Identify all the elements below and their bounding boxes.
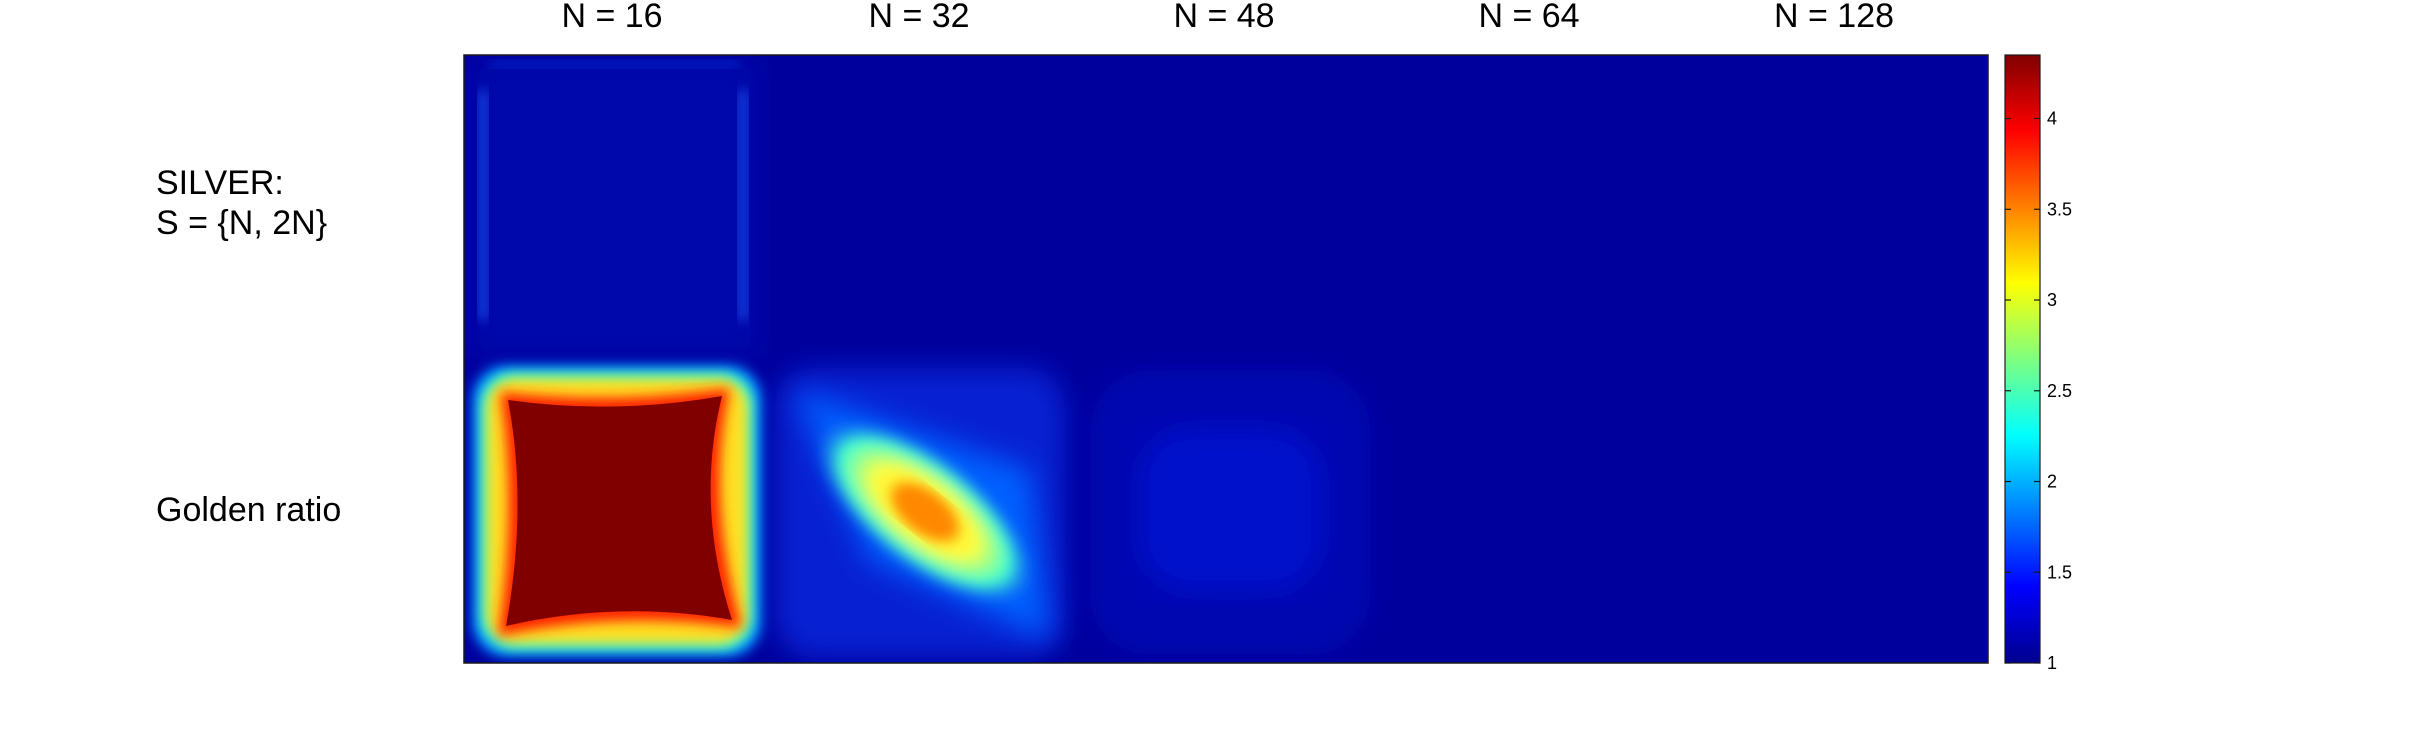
colorbar-tick-label: 2: [2047, 472, 2057, 492]
colorbar-tick-label: 4: [2047, 109, 2057, 129]
colorbar-tick-label: 1: [2047, 653, 2057, 673]
colorbar-tick-label: 3: [2047, 290, 2057, 310]
column-header: N = 32: [868, 0, 969, 35]
row-label-line: SILVER:: [156, 164, 284, 202]
column-header: N = 16: [561, 0, 662, 35]
colorbar-tick-label: 1.5: [2047, 562, 2072, 582]
colorbar-tick-label: 2.5: [2047, 381, 2072, 401]
column-header: N = 128: [1774, 0, 1894, 35]
colorbar: 1 1.5 2 2.5 3 3.5 4: [2004, 54, 2072, 673]
heatmap-cell-golden-n32: [775, 368, 1065, 658]
column-headers: N = 16 N = 32 N = 48 N = 64 N = 128: [561, 0, 1894, 35]
row-label: Golden ratio: [156, 490, 341, 530]
colorbar-ticks: 1 1.5 2 2.5 3 3.5 4: [2005, 109, 2072, 673]
colorbar-tick-label: 3.5: [2047, 199, 2072, 219]
row-label-line: S = {N, 2N}: [156, 204, 328, 242]
plot-border: [463, 54, 1989, 664]
heatmap-cell-golden-n48: [1090, 370, 1370, 655]
colorbar-gradient: [2004, 54, 2041, 664]
row-label-line: Golden ratio: [156, 491, 342, 529]
heatmap-cell-golden-n16: [472, 365, 762, 657]
heatmap-cell-silver-n16: [470, 58, 760, 358]
column-header: N = 64: [1478, 0, 1579, 35]
column-header: N = 48: [1173, 0, 1274, 35]
row-label: SILVER: S = {N, 2N}: [156, 163, 327, 243]
